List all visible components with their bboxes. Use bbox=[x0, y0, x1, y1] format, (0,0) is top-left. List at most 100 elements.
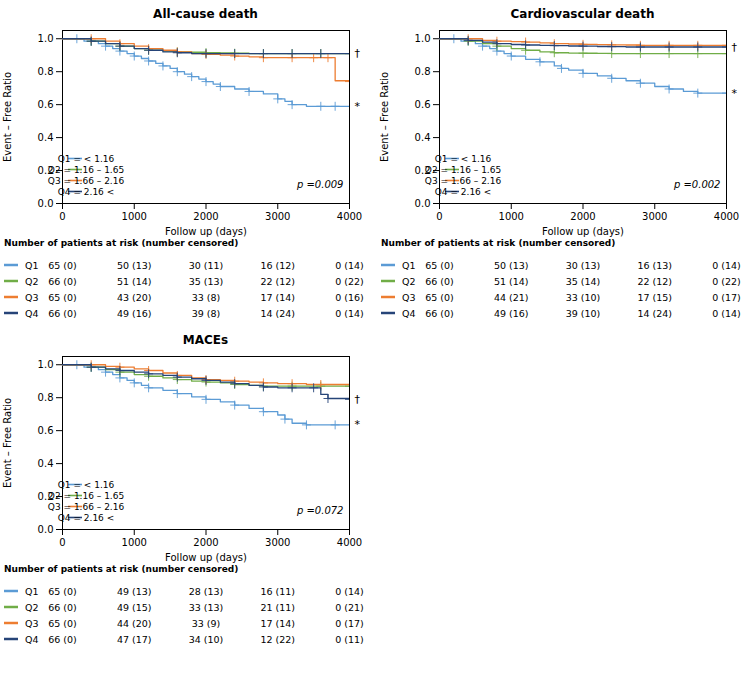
svg-text:1.0: 1.0 bbox=[38, 359, 54, 370]
svg-text:Event – Free Ratio: Event – Free Ratio bbox=[2, 398, 13, 488]
svg-text:0 (14): 0 (14) bbox=[335, 586, 364, 597]
svg-text:0.4: 0.4 bbox=[38, 132, 54, 143]
svg-text:2000: 2000 bbox=[193, 211, 218, 222]
svg-text:3000: 3000 bbox=[265, 211, 290, 222]
svg-text:12 (22): 12 (22) bbox=[260, 634, 295, 645]
svg-text:Q4: Q4 bbox=[25, 634, 39, 645]
svg-text:Q3: Q3 bbox=[25, 618, 39, 629]
svg-text:16 (12): 16 (12) bbox=[260, 260, 295, 271]
svg-text:66 (0): 66 (0) bbox=[48, 308, 77, 319]
svg-text:Q3: Q3 bbox=[25, 292, 39, 303]
svg-text:0 (17): 0 (17) bbox=[712, 292, 741, 303]
svg-text:Q4 = 2.16 <: Q4 = 2.16 < bbox=[58, 513, 115, 523]
svg-text:1000: 1000 bbox=[499, 211, 524, 222]
svg-text:0 (14): 0 (14) bbox=[712, 260, 741, 271]
svg-text:Event – Free Ratio: Event – Free Ratio bbox=[379, 72, 390, 162]
svg-text:44 (21): 44 (21) bbox=[494, 292, 529, 303]
svg-text:65 (0): 65 (0) bbox=[48, 586, 77, 597]
svg-text:0 (22): 0 (22) bbox=[712, 276, 741, 287]
svg-text:Event – Free Ratio: Event – Free Ratio bbox=[2, 72, 13, 162]
svg-text:*: * bbox=[355, 100, 361, 113]
svg-text:0.6: 0.6 bbox=[38, 425, 54, 436]
svg-text:66 (0): 66 (0) bbox=[48, 276, 77, 287]
svg-text:22 (12): 22 (12) bbox=[637, 276, 672, 287]
svg-text:65 (0): 65 (0) bbox=[425, 260, 454, 271]
svg-text:Q1: Q1 bbox=[25, 586, 39, 597]
svg-text:Q2: Q2 bbox=[402, 276, 416, 287]
svg-text:51 (14): 51 (14) bbox=[117, 276, 152, 287]
svg-text:0 (14): 0 (14) bbox=[335, 308, 364, 319]
svg-text:39 (10): 39 (10) bbox=[566, 308, 601, 319]
svg-text:0.8: 0.8 bbox=[415, 66, 431, 77]
svg-text:14 (24): 14 (24) bbox=[260, 308, 295, 319]
svg-text:Q4 = 2.16 <: Q4 = 2.16 < bbox=[58, 187, 115, 197]
svg-text:1000: 1000 bbox=[122, 537, 147, 548]
svg-text:21 (11): 21 (11) bbox=[260, 602, 295, 613]
svg-text:44 (20): 44 (20) bbox=[117, 618, 152, 629]
svg-text:0: 0 bbox=[59, 537, 65, 548]
svg-text:Q4: Q4 bbox=[25, 308, 39, 319]
svg-text:1.0: 1.0 bbox=[38, 33, 54, 44]
svg-text:0: 0 bbox=[436, 211, 442, 222]
svg-text:3000: 3000 bbox=[642, 211, 667, 222]
svg-text:†: † bbox=[355, 47, 361, 60]
svg-text:14 (24): 14 (24) bbox=[637, 308, 672, 319]
svg-text:34 (10): 34 (10) bbox=[189, 634, 224, 645]
svg-text:Q1 = < 1.16: Q1 = < 1.16 bbox=[435, 154, 492, 164]
svg-text:Q3 = 1.66 – 2.16: Q3 = 1.66 – 2.16 bbox=[425, 176, 502, 186]
svg-text:30 (11): 30 (11) bbox=[189, 260, 224, 271]
svg-text:0.8: 0.8 bbox=[38, 66, 54, 77]
svg-text:17 (14): 17 (14) bbox=[260, 618, 295, 629]
svg-text:39 (8): 39 (8) bbox=[192, 308, 221, 319]
svg-text:43 (20): 43 (20) bbox=[117, 292, 152, 303]
svg-text:0.4: 0.4 bbox=[415, 132, 431, 143]
svg-text:Q4 = 2.16 <: Q4 = 2.16 < bbox=[435, 187, 492, 197]
svg-text:Q1: Q1 bbox=[25, 260, 39, 271]
svg-text:*: * bbox=[732, 87, 738, 100]
svg-text:Q3: Q3 bbox=[402, 292, 416, 303]
svg-text:0.0: 0.0 bbox=[38, 524, 54, 535]
svg-text:Q1: Q1 bbox=[402, 260, 416, 271]
svg-text:p =0.009: p =0.009 bbox=[296, 179, 344, 190]
svg-text:0.6: 0.6 bbox=[38, 99, 54, 110]
svg-text:3000: 3000 bbox=[265, 537, 290, 548]
svg-text:35 (13): 35 (13) bbox=[189, 276, 224, 287]
svg-text:Q1 = < 1.16: Q1 = < 1.16 bbox=[58, 154, 115, 164]
svg-text:0 (21): 0 (21) bbox=[335, 602, 364, 613]
svg-text:16 (11): 16 (11) bbox=[260, 586, 295, 597]
svg-text:0 (11): 0 (11) bbox=[335, 634, 364, 645]
svg-text:†: † bbox=[732, 40, 738, 53]
svg-text:Q3 = 1.66 – 2.16: Q3 = 1.66 – 2.16 bbox=[48, 176, 125, 186]
svg-text:49 (13): 49 (13) bbox=[117, 586, 152, 597]
svg-text:65 (0): 65 (0) bbox=[425, 292, 454, 303]
svg-text:2000: 2000 bbox=[570, 211, 595, 222]
svg-text:†: † bbox=[355, 393, 361, 406]
svg-text:49 (15): 49 (15) bbox=[117, 602, 152, 613]
svg-text:p =0.072: p =0.072 bbox=[296, 505, 344, 516]
svg-text:33 (13): 33 (13) bbox=[189, 602, 224, 613]
svg-text:22 (12): 22 (12) bbox=[260, 276, 295, 287]
svg-text:Q1 = < 1.16: Q1 = < 1.16 bbox=[58, 480, 115, 490]
svg-text:66 (0): 66 (0) bbox=[48, 634, 77, 645]
svg-text:0.4: 0.4 bbox=[38, 458, 54, 469]
svg-text:0 (14): 0 (14) bbox=[335, 260, 364, 271]
svg-text:35 (14): 35 (14) bbox=[566, 276, 601, 287]
svg-text:Q2 = 1.16 – 1.65: Q2 = 1.16 – 1.65 bbox=[48, 165, 124, 175]
svg-text:2000: 2000 bbox=[193, 537, 218, 548]
svg-text:*: * bbox=[355, 418, 361, 431]
svg-text:Q2 = 1.16 – 1.65: Q2 = 1.16 – 1.65 bbox=[48, 491, 124, 501]
svg-text:0.8: 0.8 bbox=[38, 392, 54, 403]
svg-text:4000: 4000 bbox=[714, 211, 739, 222]
svg-text:66 (0): 66 (0) bbox=[425, 308, 454, 319]
svg-text:Q4: Q4 bbox=[402, 308, 416, 319]
svg-text:33 (9): 33 (9) bbox=[192, 618, 221, 629]
svg-text:49 (16): 49 (16) bbox=[494, 308, 529, 319]
svg-text:0.0: 0.0 bbox=[38, 198, 54, 209]
svg-text:47 (17): 47 (17) bbox=[117, 634, 152, 645]
svg-text:50 (13): 50 (13) bbox=[117, 260, 152, 271]
svg-text:0 (14): 0 (14) bbox=[712, 308, 741, 319]
svg-text:0 (16): 0 (16) bbox=[335, 292, 364, 303]
svg-text:65 (0): 65 (0) bbox=[48, 292, 77, 303]
svg-text:Follow up (days): Follow up (days) bbox=[165, 552, 247, 563]
svg-text:1000: 1000 bbox=[122, 211, 147, 222]
